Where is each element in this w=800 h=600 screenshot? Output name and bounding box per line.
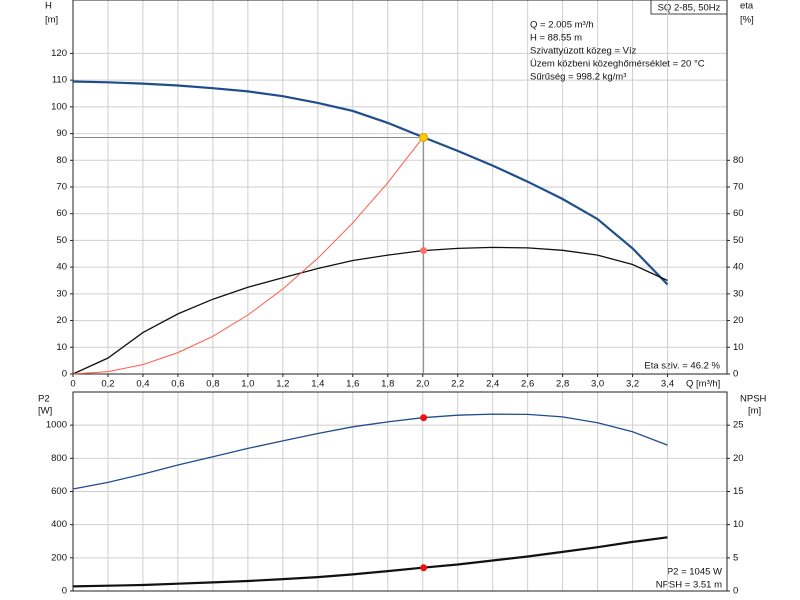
y2-axis-unit: [m] [748,406,761,417]
y-tick-label: 120 [51,48,67,59]
x-tick-label: 3,4 [661,379,674,390]
y-tick-label: 70 [56,182,67,193]
x-tick-label: 0,2 [101,379,114,390]
y2-tick-label: 10 [733,342,744,353]
x-tick-label: 0,8 [206,379,219,390]
info-line: Sűrűség = 998.2 kg/m³ [530,72,626,83]
y2-tick-label: 60 [733,208,744,219]
y2-axis-unit: [%] [740,15,754,26]
y2-tick-label: 5 [733,552,738,563]
info-line: Q = 2.005 m³/h [530,20,594,31]
x-tick-label: 1,6 [346,379,359,390]
y-axis-title: P2 [38,394,50,405]
y-tick-label: 110 [52,75,67,86]
x-axis-title: Q [m³/h] [686,379,720,390]
x-tick-label: 2,8 [556,379,569,390]
power-note: P2 = 1045 W [667,567,722,578]
curve-p2 [72,413,668,490]
x-tick-label: 2,6 [521,379,534,390]
y-axis-title: H [45,1,52,12]
x-tick-label: 1,0 [241,379,254,390]
power-point [420,414,428,422]
x-tick-label: 1,2 [276,379,289,390]
y2-tick-label: 0 [733,369,738,380]
y2-tick-label: 70 [733,182,744,193]
info-line: H = 88.55 m [530,33,582,44]
y-tick-label: 80 [56,155,67,166]
x-tick-label: 1,4 [311,379,324,390]
y-tick-label: 200 [51,552,67,563]
y2-axis-title: NPSH [740,394,767,405]
info-line: Szivattyúzott közeg = Víz [530,46,637,57]
npsh-point [420,564,428,572]
curve-h [72,80,669,286]
y-tick-label: 10 [56,342,67,353]
y2-tick-label: 20 [733,315,744,326]
curve-npsh [72,536,668,588]
y-tick-label: 100 [51,101,67,112]
x-tick-label: 3,0 [591,379,604,390]
npsh-note: NPSH = 3.51 m [656,580,722,591]
x-tick-label: 2,4 [486,379,499,390]
y-tick-label: 0 [62,586,67,597]
y2-tick-label: 20 [733,453,744,464]
curve-system [72,137,424,375]
x-tick-label: 1,8 [381,379,394,390]
y-tick-label: 90 [56,128,67,139]
y-tick-label: 1000 [46,420,67,431]
y2-tick-label: 30 [733,288,744,299]
info-line: Üzem közbeni közeghőmérséklet = 20 °C [530,59,705,70]
y-axis-unit: [W] [38,406,52,417]
y-tick-label: 50 [56,235,67,246]
y-tick-label: 20 [56,315,67,326]
y-tick-label: 60 [56,208,67,219]
curve-eta [72,246,668,375]
y-tick-label: 600 [51,486,67,497]
y2-tick-label: 0 [733,586,738,597]
y-axis-unit: [m] [45,15,58,26]
y2-tick-label: 80 [733,155,744,166]
y-tick-label: 0 [62,369,67,380]
y2-tick-label: 15 [733,486,744,497]
y-tick-label: 30 [56,288,67,299]
efficiency-note: Eta sziv. = 46.2 % [644,361,720,372]
y2-tick-label: 25 [733,420,744,431]
plot-frame [72,391,728,592]
x-tick-label: 0,4 [136,379,149,390]
y2-axis-title: eta [740,1,754,12]
y-tick-label: 800 [51,453,67,464]
x-tick-label: 0 [70,379,75,390]
y2-tick-label: 50 [733,235,744,246]
x-tick-label: 0,6 [171,379,184,390]
x-tick-label: 3,2 [626,379,639,390]
y2-tick-label: 10 [733,519,744,530]
plot-frame [72,0,728,375]
efficiency-point [420,247,428,255]
y-tick-label: 400 [51,519,67,530]
x-tick-label: 2,2 [451,379,464,390]
duty-point [419,132,429,142]
x-tick-label: 2,0 [416,379,429,390]
y-tick-label: 40 [56,262,67,273]
y2-tick-label: 40 [733,262,744,273]
chart-title: SQ 2-85, 50Hz [658,3,721,14]
